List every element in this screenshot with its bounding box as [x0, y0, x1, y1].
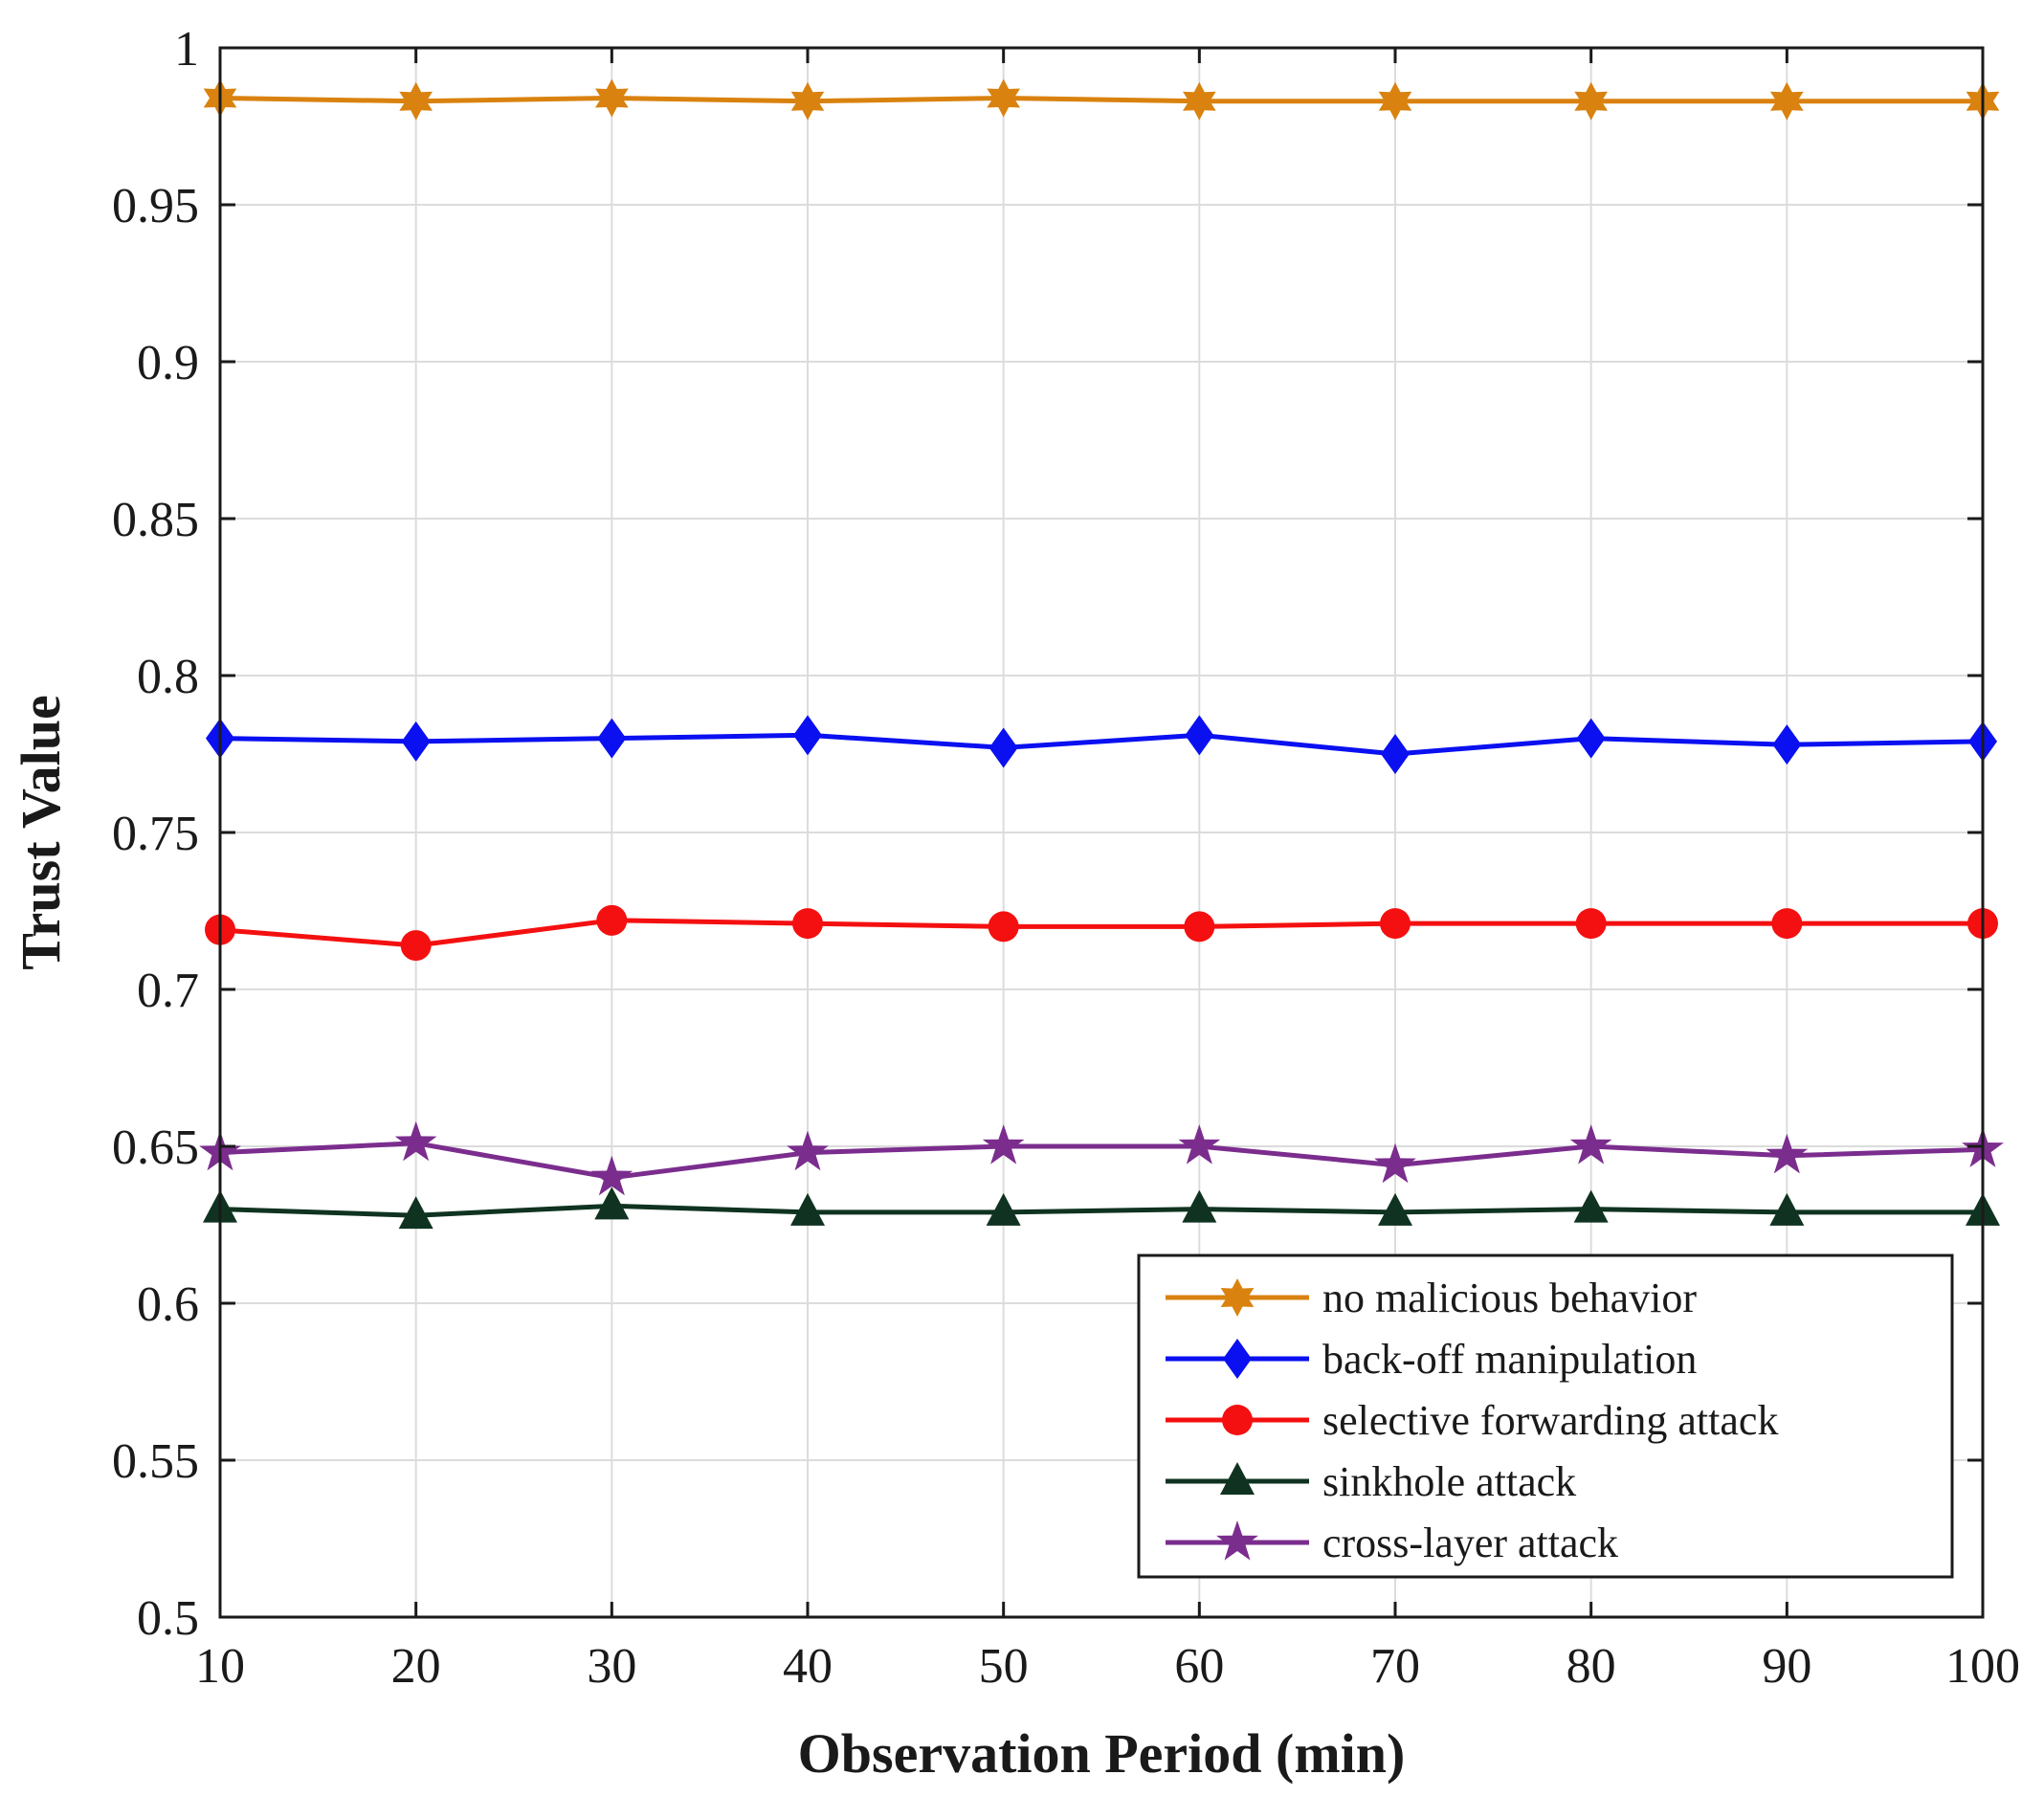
x-tick-label-20: 20 — [391, 1639, 441, 1694]
data-point-back-off-manipulation-90 — [1772, 724, 1802, 765]
legend-marker-selective-forwarding-attack — [1222, 1405, 1253, 1435]
data-point-back-off-manipulation-30 — [597, 718, 627, 759]
data-point-sinkhole-attack-70 — [1378, 1192, 1412, 1226]
data-point-cross-layer-attack-40 — [787, 1130, 829, 1171]
data-point-back-off-manipulation-50 — [989, 727, 1018, 768]
data-point-no-malicious-behavior-80 — [1574, 81, 1608, 121]
data-point-selective-forwarding-attack-40 — [792, 908, 823, 940]
x-tick-label-80: 80 — [1566, 1639, 1616, 1694]
series-group — [199, 78, 2004, 1230]
legend-marker-back-off-manipulation — [1223, 1339, 1252, 1379]
series-cross-layer-attack — [199, 1120, 2004, 1196]
y-tick-label-0.6: 0.6 — [137, 1277, 199, 1332]
x-tick-label-100: 100 — [1945, 1639, 2020, 1694]
data-point-sinkhole-attack-40 — [790, 1192, 825, 1226]
series-line-sinkhole-attack — [219, 1203, 1983, 1218]
data-point-sinkhole-attack-20 — [398, 1196, 433, 1230]
x-tick-label-40: 40 — [783, 1639, 833, 1694]
data-point-selective-forwarding-attack-70 — [1380, 908, 1411, 940]
data-point-selective-forwarding-attack-90 — [1771, 908, 1803, 940]
data-point-back-off-manipulation-70 — [1381, 734, 1410, 774]
data-point-sinkhole-attack-30 — [594, 1187, 630, 1220]
y-tick-label-1: 1 — [174, 22, 199, 77]
data-point-no-malicious-behavior-20 — [399, 81, 433, 121]
data-point-no-malicious-behavior-40 — [790, 81, 825, 121]
data-point-no-malicious-behavior-90 — [1770, 81, 1804, 121]
data-point-cross-layer-attack-80 — [1569, 1124, 1612, 1165]
data-point-selective-forwarding-attack-20 — [400, 930, 432, 962]
data-point-no-malicious-behavior-30 — [595, 78, 629, 118]
legend-box — [1137, 1253, 1954, 1579]
data-point-sinkhole-attack-50 — [986, 1192, 1021, 1226]
y-tick-label-0.9: 0.9 — [137, 336, 199, 390]
data-point-cross-layer-attack-30 — [590, 1155, 633, 1196]
data-point-selective-forwarding-attack-30 — [596, 904, 628, 936]
y-tick-label-0.75: 0.75 — [112, 807, 199, 861]
legend-label-no-malicious-behavior: no malicious behavior — [1322, 1275, 1697, 1321]
ticks: 10 20 30 40 50 60 70 80 90 100 0.5 0.55 0.6 0.65 0.7 0.… — [112, 22, 2020, 1694]
data-point-selective-forwarding-attack-50 — [988, 911, 1019, 943]
data-point-selective-forwarding-attack-60 — [1184, 911, 1215, 943]
x-tick-label-90: 90 — [1762, 1639, 1811, 1694]
y-tick-label-0.65: 0.65 — [112, 1120, 199, 1175]
data-point-back-off-manipulation-40 — [793, 715, 822, 756]
legend-label-cross-layer-attack: cross-layer attack — [1322, 1520, 1618, 1566]
y-tick-label-0.85: 0.85 — [112, 493, 199, 547]
x-tick-label-50: 50 — [979, 1639, 1029, 1694]
data-point-cross-layer-attack-70 — [1374, 1143, 1416, 1184]
y-tick-label-0.95: 0.95 — [112, 179, 199, 233]
series-line-cross-layer-attack — [219, 1141, 1984, 1181]
y-tick-label-0.5: 0.5 — [137, 1591, 199, 1646]
data-point-sinkhole-attack-60 — [1182, 1189, 1217, 1223]
x-tick-label-60: 60 — [1174, 1639, 1224, 1694]
x-tick-label-70: 70 — [1370, 1639, 1420, 1694]
legend-label-sinkhole-attack: sinkhole attack — [1322, 1458, 1576, 1505]
data-point-cross-layer-attack-60 — [1178, 1124, 1221, 1165]
data-point-no-malicious-behavior-50 — [987, 78, 1020, 118]
y-tick-label-0.55: 0.55 — [112, 1434, 199, 1489]
data-point-selective-forwarding-attack-80 — [1575, 908, 1607, 940]
data-point-sinkhole-attack-90 — [1769, 1192, 1805, 1226]
data-point-back-off-manipulation-20 — [401, 721, 431, 762]
data-point-no-malicious-behavior-60 — [1183, 81, 1216, 121]
data-point-no-malicious-behavior-70 — [1378, 81, 1412, 121]
data-point-cross-layer-attack-20 — [394, 1120, 437, 1162]
legend-marker-no-malicious-behavior — [1220, 1278, 1255, 1317]
legend-marker-sinkhole-attack — [1220, 1462, 1255, 1495]
data-point-sinkhole-attack-80 — [1573, 1189, 1609, 1223]
series-back-off-manipulation — [206, 715, 1997, 774]
series-line-back-off-manipulation — [219, 732, 1984, 757]
series-selective-forwarding-attack — [205, 904, 1998, 962]
legend-label-back-off-manipulation: back-off manipulation — [1322, 1336, 1697, 1383]
legend-marker-cross-layer-attack — [1216, 1520, 1258, 1561]
y-tick-label-0.8: 0.8 — [137, 650, 199, 704]
y-tick-label-0.7: 0.7 — [137, 964, 199, 1018]
data-point-cross-layer-attack-50 — [982, 1124, 1025, 1165]
legend: no malicious behavior back-off manipulati… — [1137, 1253, 1954, 1579]
data-point-cross-layer-attack-90 — [1766, 1133, 1809, 1174]
series-line-selective-forwarding-attack — [219, 918, 1983, 948]
y-axis-title: Trust Value — [10, 695, 72, 969]
data-point-back-off-manipulation-60 — [1185, 715, 1214, 756]
x-axis-title: Observation Period (min) — [798, 1722, 1406, 1785]
x-tick-label-30: 30 — [587, 1639, 636, 1694]
x-tick-label-10: 10 — [195, 1639, 245, 1694]
legend-label-selective-forwarding-attack: selective forwarding attack — [1322, 1397, 1778, 1444]
data-point-back-off-manipulation-80 — [1576, 718, 1606, 759]
series-line-no-malicious-behavior — [219, 96, 1983, 104]
